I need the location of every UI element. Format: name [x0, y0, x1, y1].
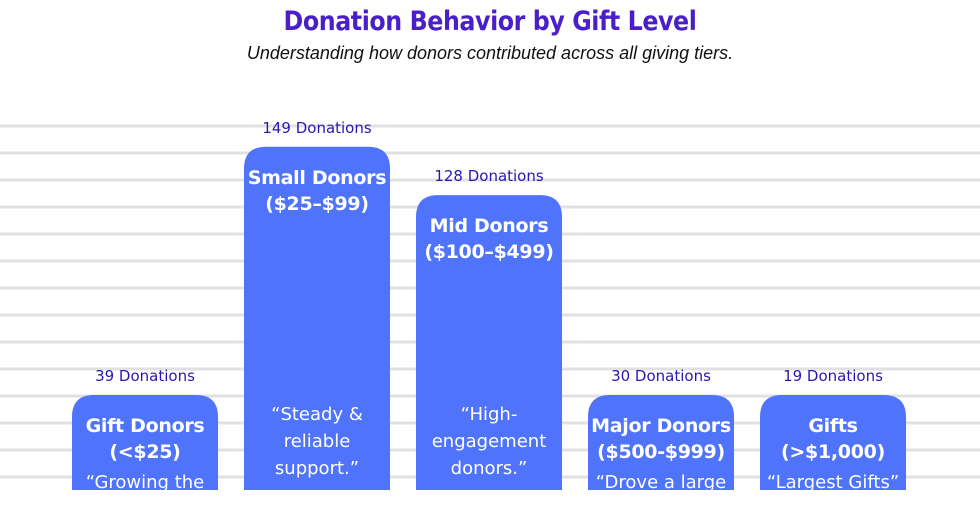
category-label: Gifts (>$1,000)	[781, 415, 885, 463]
chart-title: Donation Behavior by Gift Level	[283, 6, 697, 37]
bar-4	[760, 395, 906, 490]
bar-text-3: Major Donors ($500-$999) “Drove a large imp…	[588, 395, 734, 520]
bar-quote: “High-engagement donors.”	[431, 403, 547, 479]
data-label: 39 Donations	[95, 367, 195, 385]
bar-chart	[0, 124, 980, 490]
bar-text-4: Gifts (>$1,000) “Largest Gifts”	[760, 395, 906, 493]
category-label: Major Donors ($500-$999)	[591, 415, 731, 463]
category-label: Mid Donors ($100–$499)	[424, 215, 554, 264]
data-label: 149 Donations	[262, 118, 372, 137]
bar-quote: “Drove a large impact.”	[595, 472, 727, 520]
chart-subtitle: Understanding how donors contributed acr…	[246, 43, 734, 63]
bar-quote: “Steady & reliable support.”	[271, 403, 363, 479]
bar-quote: “Growing the pipeline.”	[85, 472, 205, 520]
bar-text-2: Mid Donors ($100–$499) “High-engagement don…	[416, 195, 562, 490]
category-label: Gift Donors (<$25)	[85, 415, 205, 463]
bar-text-0: Gift Donors (<$25) “Growing the pipeline.”	[72, 395, 218, 520]
bar-1	[244, 146, 390, 490]
data-label: 19 Donations	[783, 367, 883, 385]
data-label: 128 Donations	[434, 167, 544, 186]
bar-3	[588, 395, 734, 490]
bar-text-1: Small Donors ($25–$99) “Steady & reliable su…	[244, 147, 390, 490]
bar-2	[416, 195, 562, 490]
bar-0	[72, 395, 218, 490]
data-label: 30 Donations	[611, 367, 711, 385]
category-label: Small Donors ($25–$99)	[247, 166, 387, 215]
bar-quote: “Largest Gifts”	[766, 472, 900, 493]
